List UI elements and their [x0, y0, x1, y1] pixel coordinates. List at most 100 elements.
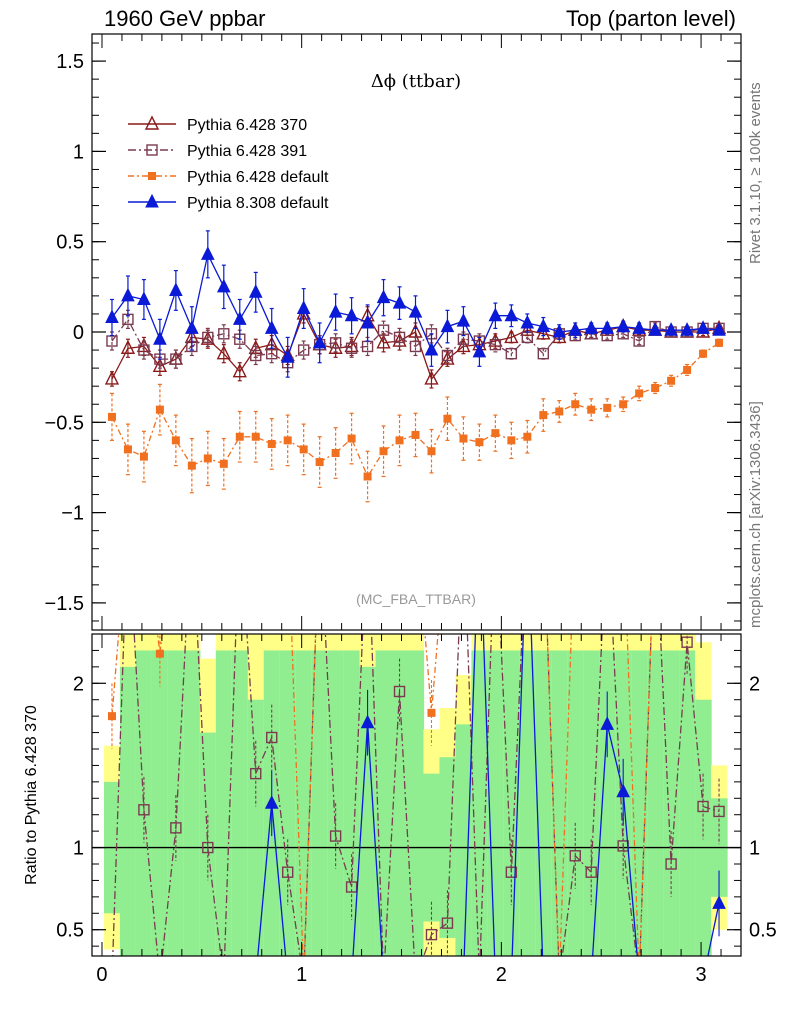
main-plot-content — [104, 230, 727, 503]
data-point — [600, 320, 615, 334]
data-point — [216, 278, 231, 293]
data-point — [283, 436, 292, 445]
data-point — [376, 289, 391, 304]
legend-marker — [144, 115, 160, 130]
data-point — [616, 318, 630, 333]
data-point — [169, 282, 183, 296]
data-point — [251, 432, 260, 441]
inner-uncertainty-band — [567, 650, 584, 956]
data-point — [664, 322, 678, 336]
ratio-y-tick-label-right: 0.5 — [749, 920, 777, 942]
ratio-point — [170, 822, 182, 834]
data-point — [395, 436, 404, 445]
inner-uncertainty-band — [631, 650, 648, 956]
data-point — [440, 350, 455, 365]
data-point — [475, 438, 484, 447]
ratio-point — [138, 804, 150, 816]
ratio-point — [600, 716, 615, 730]
data-point — [216, 345, 231, 360]
data-point — [219, 459, 228, 468]
process-label: Top (parton level) — [566, 6, 736, 31]
legend-marker — [148, 172, 156, 180]
inner-uncertainty-band — [247, 699, 265, 956]
ratio-series-1 — [112, 634, 725, 956]
inner-uncertainty-band — [679, 650, 696, 956]
data-point — [504, 328, 519, 344]
inner-uncertainty-band — [167, 650, 185, 956]
inner-uncertainty-band — [455, 724, 473, 956]
plot-title: Δϕ (ttbar) — [371, 71, 461, 92]
ratio-y-tick-label: 0.5 — [56, 920, 84, 942]
legend-marker — [146, 144, 158, 156]
main-ticks: 1.5 1 0.5 0 −0.5 −1 −1.5 — [45, 34, 742, 630]
data-point — [489, 338, 502, 351]
data-point — [715, 338, 724, 347]
legend: Pythia 6.428 370 Pythia 6.428 391 Pythia 6… — [128, 115, 329, 212]
data-point — [699, 349, 708, 358]
inner-uncertainty-band — [391, 650, 409, 956]
data-point — [185, 320, 199, 334]
data-point — [104, 370, 120, 385]
ratio-point — [360, 714, 375, 729]
inner-uncertainty-band — [407, 650, 425, 956]
ratio-point — [425, 928, 438, 941]
y-tick-label: −1.5 — [45, 593, 84, 615]
data-point — [344, 307, 359, 322]
data-point — [536, 325, 551, 340]
ratio-y-tick-label: 2 — [73, 673, 84, 695]
inner-uncertainty-band — [503, 650, 520, 956]
y-tick-label: 0.5 — [56, 232, 84, 254]
data-point — [203, 454, 212, 463]
data-point — [571, 400, 580, 409]
data-point — [456, 337, 471, 353]
ratio-point — [202, 841, 214, 854]
ratio-point — [713, 805, 725, 818]
data-point — [424, 370, 439, 385]
x-tick-label: 3 — [695, 964, 706, 986]
data-point — [552, 323, 567, 338]
ratio-point — [107, 712, 116, 721]
data-point — [443, 414, 452, 423]
data-point — [555, 407, 564, 416]
data-point — [248, 284, 263, 298]
data-point — [441, 349, 454, 362]
ratio-point — [155, 649, 164, 658]
data-point — [712, 322, 726, 336]
ratio-point — [569, 850, 581, 862]
inner-uncertainty-band — [695, 699, 712, 956]
ratio-point — [427, 708, 436, 717]
data-point — [504, 307, 519, 322]
data-point — [232, 311, 247, 325]
data-point — [440, 318, 455, 333]
ratio-y-tick-label-right: 2 — [749, 673, 760, 695]
ratio-ticks: 2 2 1 1 0.5 0.5 0 1 2 3 — [56, 634, 777, 986]
data-point — [201, 246, 215, 260]
data-point — [296, 300, 311, 315]
data-point — [218, 328, 230, 340]
ratio-point — [712, 895, 726, 909]
inner-uncertainty-band — [583, 650, 600, 956]
ratio-series-2 — [107, 634, 652, 956]
data-point — [376, 334, 391, 349]
ratio-axis-label: Ratio to Pythia 6.428 370 — [23, 705, 40, 885]
ratio-line — [112, 634, 720, 956]
legend-label: Pythia 8.308 default — [187, 195, 329, 212]
data-point — [696, 320, 710, 334]
ratio-point — [505, 866, 518, 878]
x-tick-label: 2 — [496, 964, 507, 986]
inner-uncertainty-band — [119, 666, 137, 956]
data-point — [297, 344, 310, 356]
ratio-point — [281, 866, 294, 878]
ratio-point — [266, 731, 278, 744]
data-point — [633, 335, 645, 347]
data-point — [520, 321, 535, 336]
data-point — [187, 461, 196, 470]
data-point — [363, 472, 372, 481]
y-tick-label: 1.5 — [56, 51, 84, 73]
inner-uncertainty-band — [183, 650, 201, 956]
ratio-plot-content — [92, 634, 741, 956]
data-point — [137, 291, 151, 305]
data-point — [232, 363, 247, 378]
ratio-point — [441, 917, 454, 929]
